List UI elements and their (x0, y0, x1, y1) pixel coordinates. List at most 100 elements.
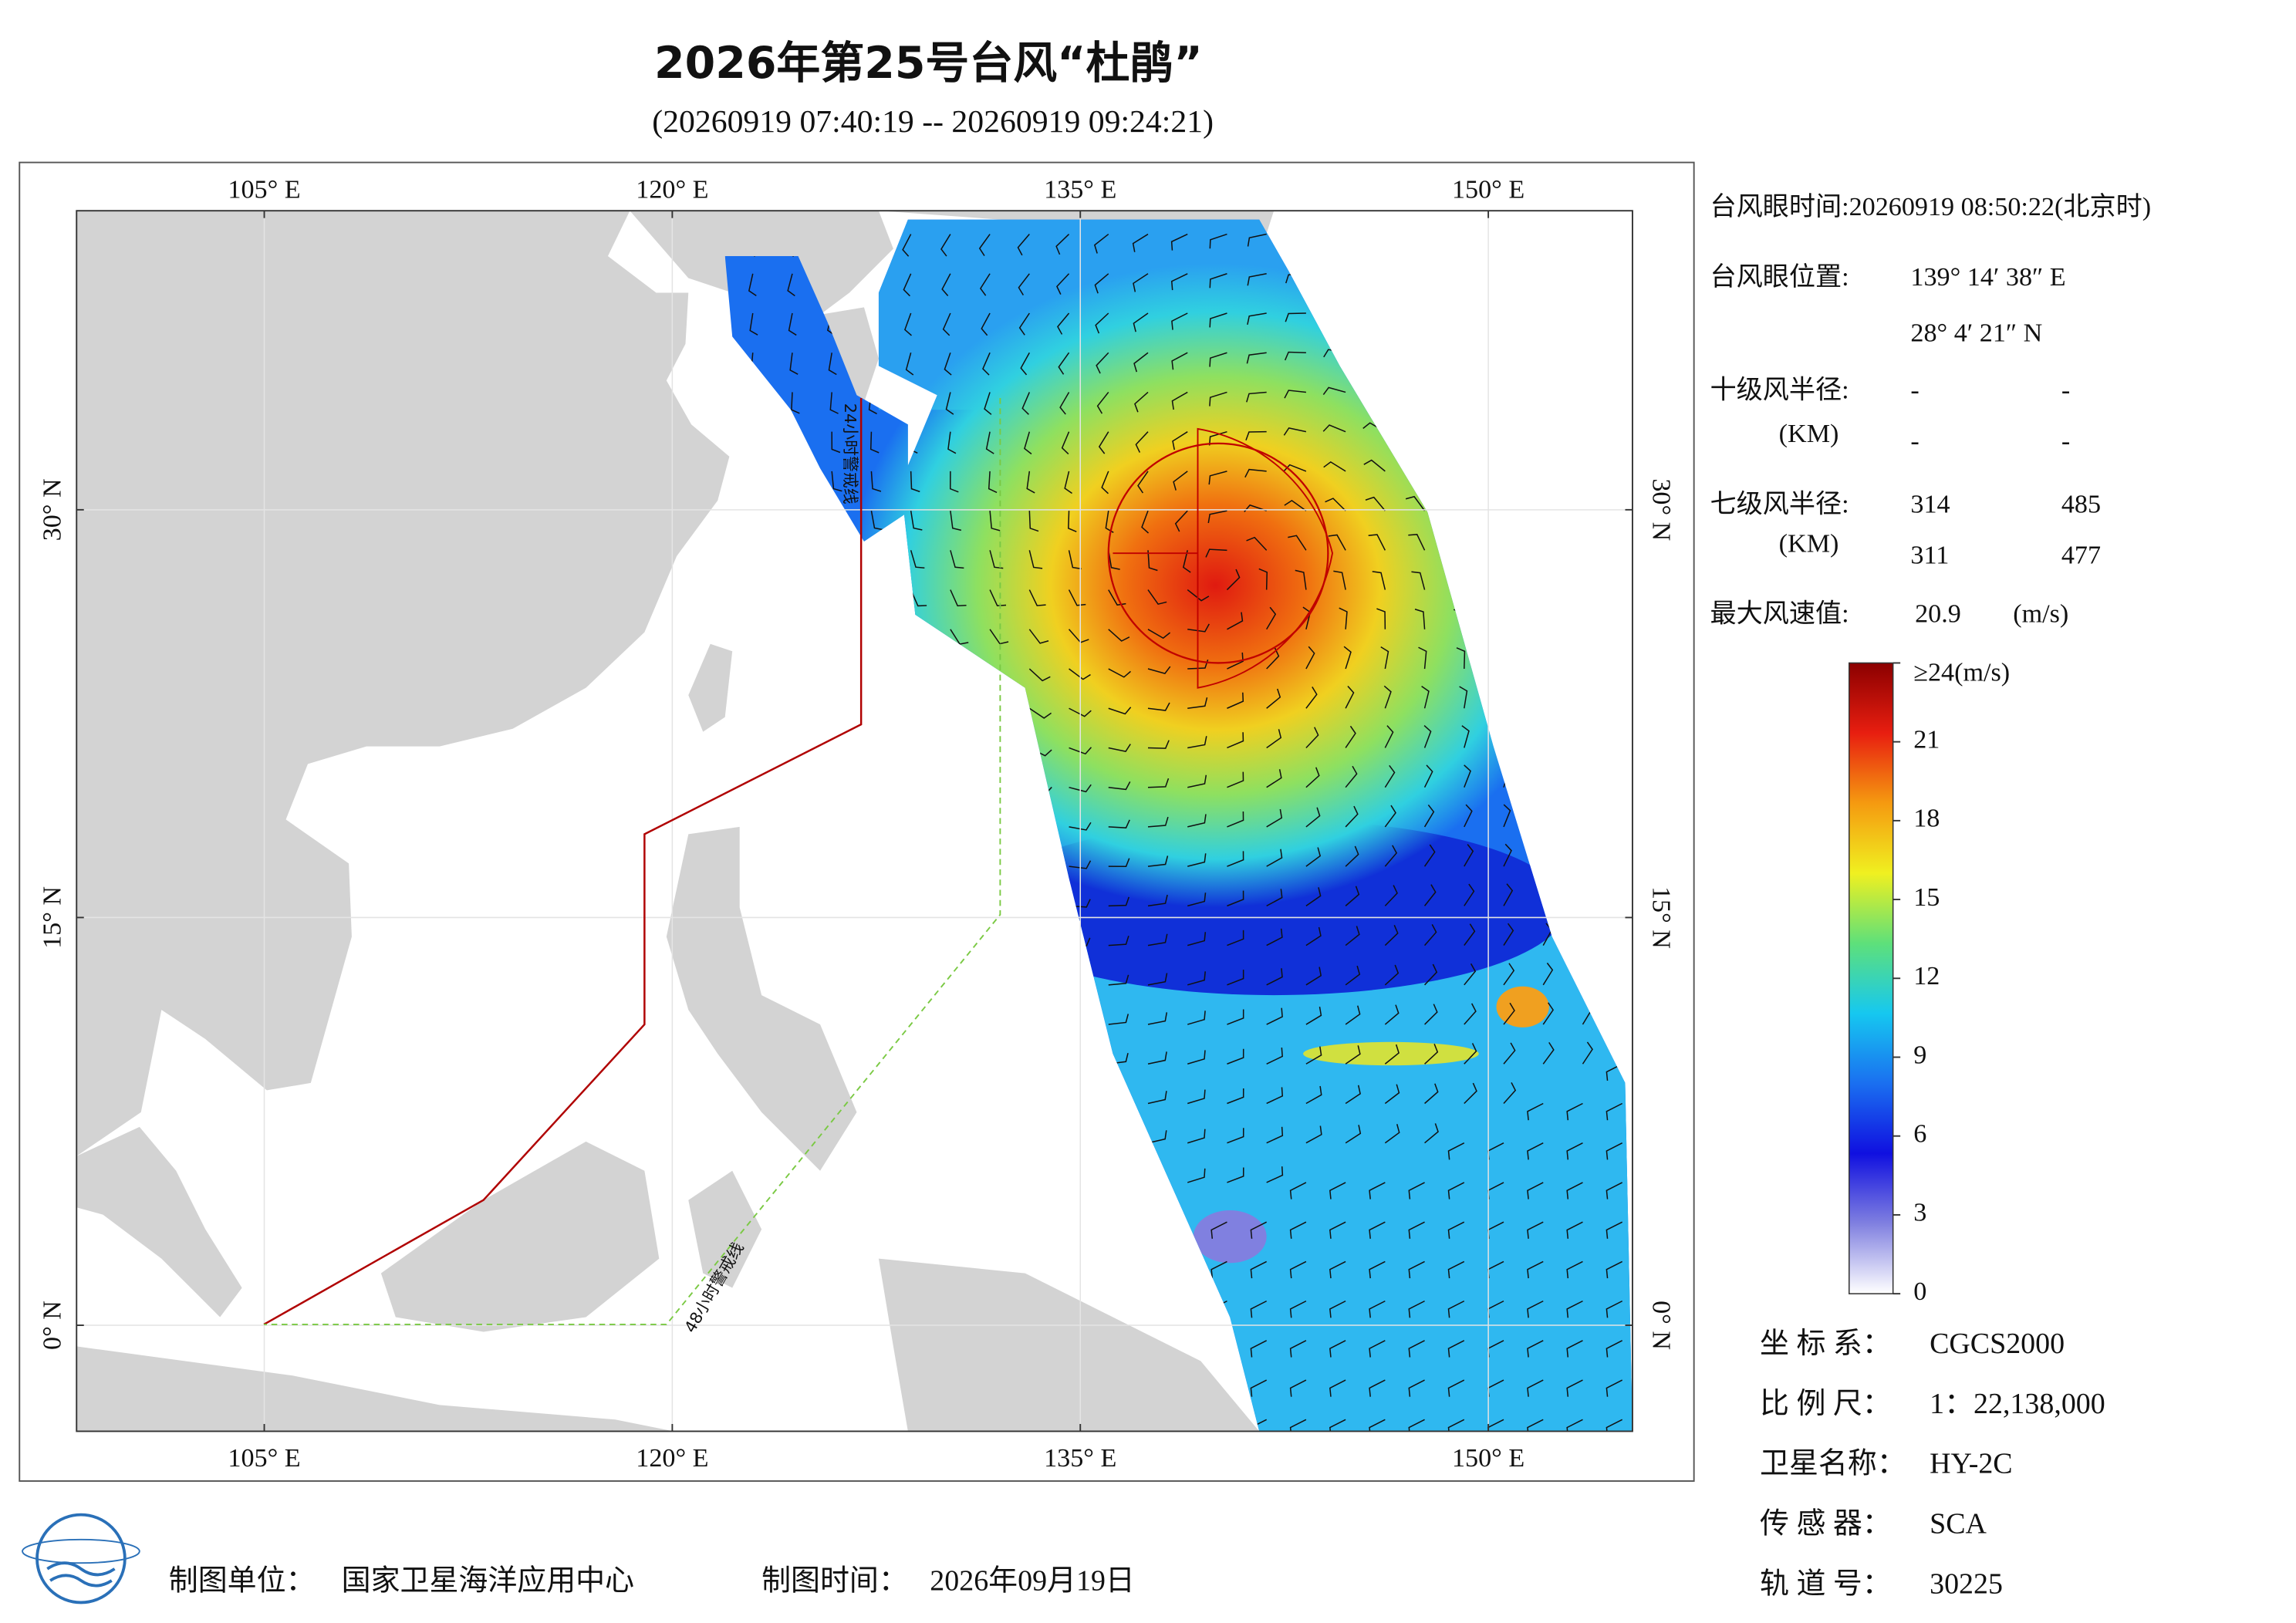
wind-barb (1566, 1182, 1583, 1200)
wind-barb (1226, 569, 1241, 591)
wind-barb (1423, 725, 1432, 748)
wind-barb (1056, 273, 1070, 295)
wind-barb (1171, 312, 1188, 330)
wind-barb (1227, 612, 1244, 630)
wind-barb (1024, 431, 1032, 455)
wind-barb (1209, 352, 1227, 367)
land (76, 211, 730, 1156)
wind-barb (1227, 970, 1244, 986)
land (666, 826, 857, 1171)
wind-barb (1283, 427, 1307, 436)
wind-barb (1284, 499, 1307, 511)
colorbar-label: 6 (1913, 1120, 1926, 1149)
wind-barb (1464, 923, 1476, 946)
wind-barb (1187, 971, 1206, 986)
wind-barb (1208, 430, 1227, 446)
wind-barb (1325, 498, 1346, 511)
wind-barb (1384, 1044, 1400, 1065)
wind-barb (1527, 1182, 1544, 1200)
wind-barb (988, 471, 998, 494)
wind-barb (1424, 1123, 1439, 1144)
wind-barb (791, 392, 800, 414)
wind-barb (947, 431, 957, 454)
meta-label: 轨 道 号： (1760, 1567, 1892, 1600)
wind-barb (1246, 391, 1267, 403)
wind-radius-circle (1107, 442, 1329, 664)
wind-barb (1345, 1125, 1362, 1144)
wind-barb (1187, 1089, 1206, 1105)
meta-value: 30225 (1930, 1567, 2003, 1600)
colorbar-label: 18 (1913, 805, 1940, 833)
wind-barb (940, 234, 951, 257)
max-wind-value: 20.9 (1915, 600, 1961, 629)
wind-barb (1464, 804, 1473, 828)
wind-barb (1527, 1260, 1544, 1279)
wind-barb (1028, 511, 1039, 532)
wind-barb (1305, 807, 1321, 828)
wind-radius-r7 (1113, 427, 1334, 689)
wind-barb (978, 234, 991, 256)
wind-barb (1068, 589, 1086, 606)
wind-barb (1069, 860, 1092, 869)
logo-waves (46, 1561, 116, 1588)
wind-barb (1305, 727, 1319, 748)
lon-tick-label: 120° E (636, 1444, 708, 1473)
wind-barb (1227, 771, 1244, 788)
wind-barb (1147, 778, 1170, 788)
wind-barb (1542, 1002, 1555, 1025)
wind-barb (950, 589, 967, 607)
wind-barb (989, 511, 1001, 531)
land (76, 1126, 242, 1318)
wind-barb (1566, 1221, 1583, 1239)
wind-barb (910, 589, 927, 607)
wind-barb (902, 234, 912, 257)
wind-barb (979, 273, 991, 296)
wind-barb (1408, 1379, 1425, 1397)
wind-barb (1423, 844, 1436, 867)
wind-barb (1464, 844, 1474, 867)
wind-barb (1345, 926, 1360, 946)
wind-barb (910, 511, 923, 531)
wind-barb (1503, 883, 1514, 906)
wind-barb (1606, 1102, 1623, 1121)
wind-barb (1566, 1260, 1583, 1279)
wind-barb (1205, 548, 1227, 558)
wind-barb (1028, 550, 1043, 569)
wind-barb (1187, 1050, 1206, 1065)
wind-barb (1187, 814, 1207, 828)
wind-barb (869, 431, 880, 454)
wind-barb (1423, 884, 1437, 906)
wind-barb (1141, 510, 1150, 534)
colorbar-label: ≥24(m/s) (1913, 658, 2010, 687)
wind-barb (1503, 1002, 1515, 1025)
wind-barb (1423, 764, 1433, 788)
wind-barb (1250, 1340, 1268, 1358)
wind-barb (985, 431, 994, 454)
wind-barb (1582, 1041, 1593, 1065)
wind-barb (1147, 629, 1171, 639)
wind-barb (1061, 431, 1070, 455)
wind-barb (1289, 1300, 1307, 1318)
wind-barb (831, 471, 842, 492)
r7-unit: (KM) (1779, 529, 1839, 558)
r7-label: 七级风半径: (1710, 489, 1849, 518)
r7-value: 485 (2061, 490, 2101, 518)
wind-barb (1295, 569, 1307, 590)
wind-barb (1289, 1340, 1307, 1358)
wind-barb (1018, 273, 1030, 295)
wind-barb (1447, 1379, 1465, 1397)
wind-barb (1147, 1091, 1167, 1105)
wind-barb (870, 471, 882, 492)
wind-barb (1283, 464, 1307, 472)
wind-barb (1305, 1006, 1322, 1025)
wind-barb (1108, 707, 1132, 715)
wind-barb (1329, 1419, 1346, 1432)
wind-barb (1408, 1419, 1425, 1432)
r10-label: 十级风半径: (1710, 375, 1849, 404)
wind-barb (1288, 535, 1307, 551)
colorbar-fill (1849, 662, 1894, 1294)
logo-orbit (22, 1538, 140, 1564)
max-wind-label: 最大风速值: (1710, 599, 1849, 629)
wind-barb (1424, 1083, 1439, 1105)
